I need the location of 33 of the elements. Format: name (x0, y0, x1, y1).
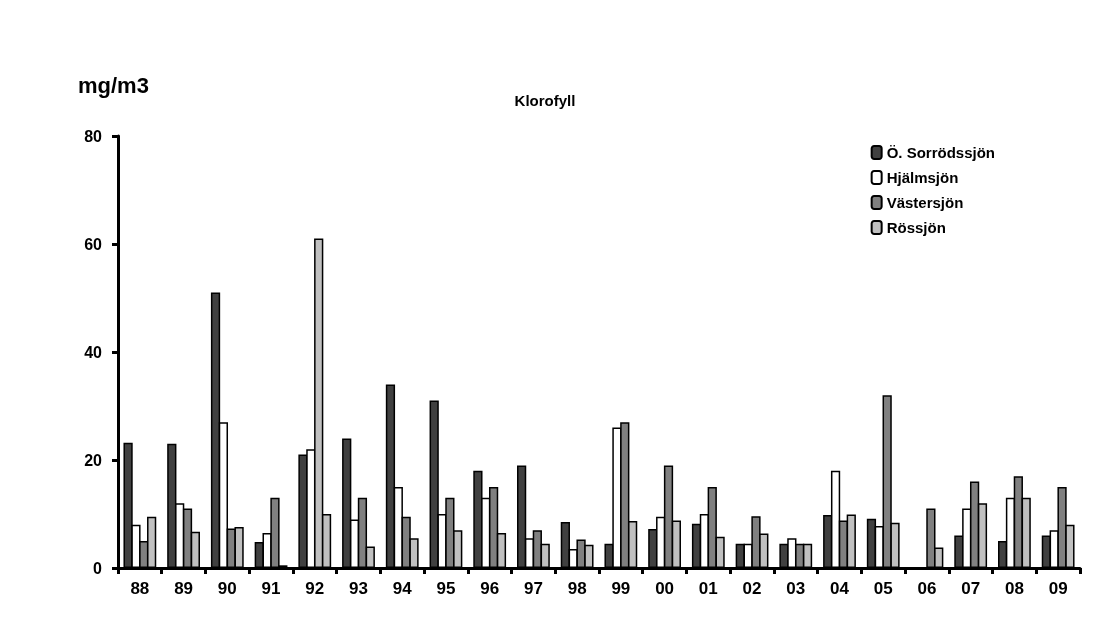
x-tick-label: 94 (392, 579, 413, 598)
x-tick-label: 98 (567, 579, 587, 598)
x-tick-label: 89 (174, 579, 194, 598)
x-tick-label: 00 (655, 579, 675, 598)
x-tick-label: 96 (480, 579, 500, 598)
x-tick-label: 08 (1004, 579, 1024, 598)
x-tick-label: 04 (830, 579, 850, 598)
x-tick-label: 91 (261, 579, 281, 598)
x-tick-label: 09 (1048, 579, 1068, 598)
y-tick-label: 0 (93, 559, 103, 577)
x-tick-label: 97 (523, 579, 543, 598)
x-tick-label: 92 (305, 579, 325, 598)
x-tick-label: 02 (742, 579, 762, 598)
legend-label: Västersjön (886, 194, 964, 211)
legend-label: Hjälmsjön (886, 169, 959, 186)
x-tick-label: 90 (217, 579, 237, 598)
x-tick-label: 93 (349, 579, 368, 598)
chart-title: Klorofyll (514, 92, 576, 109)
legend-label: Ö. Sorrödssjön (886, 144, 996, 161)
x-tick-label: 05 (873, 579, 893, 598)
y-tick-label: 20 (84, 451, 103, 469)
y-tick-label: 40 (84, 343, 103, 361)
x-tick-label: 07 (961, 579, 981, 598)
x-tick-label: 03 (786, 579, 806, 598)
x-tick-label: 95 (436, 579, 456, 598)
x-tick-label: 88 (130, 579, 150, 598)
y-axis-title: mg/m3 (78, 72, 149, 98)
y-tick-label: 80 (84, 127, 103, 145)
x-tick-label: 06 (917, 579, 937, 598)
x-tick-label: 01 (698, 579, 718, 598)
legend-label: Rössjön (886, 219, 946, 236)
y-tick-label: 60 (84, 235, 103, 253)
x-tick-label: 99 (611, 579, 631, 598)
